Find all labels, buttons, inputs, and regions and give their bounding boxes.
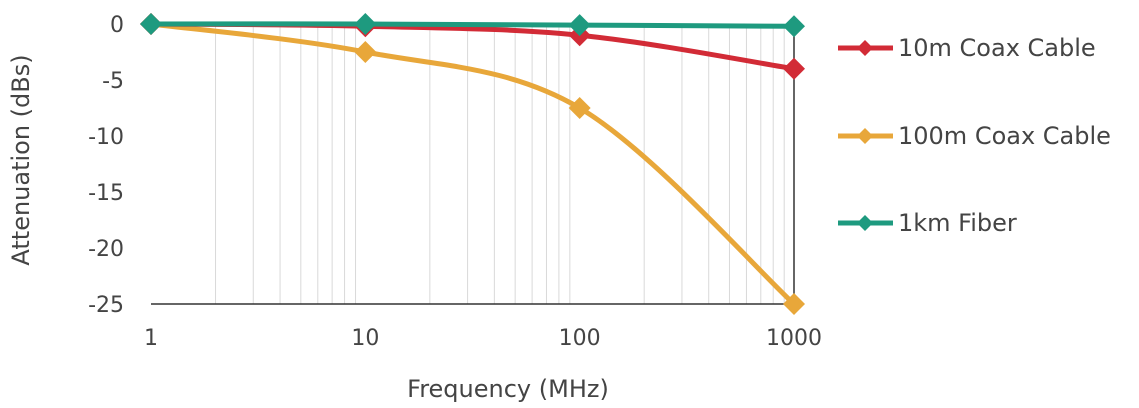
y-tick-label: -25 bbox=[88, 293, 124, 318]
x-tick-label: 10 bbox=[351, 326, 379, 351]
data-point-marker bbox=[354, 13, 377, 35]
data-point-marker bbox=[354, 41, 377, 63]
data-point-marker bbox=[568, 97, 591, 119]
data-point-marker bbox=[568, 14, 591, 37]
y-tick-label: -10 bbox=[88, 125, 124, 150]
data-point-marker bbox=[783, 293, 805, 315]
legend-swatch-marker bbox=[857, 128, 873, 144]
legend-swatch-marker bbox=[857, 40, 873, 56]
legend-label: 10m Coax Cable bbox=[898, 34, 1096, 62]
y-tick-label: 0 bbox=[110, 13, 124, 38]
y-tick-label: -20 bbox=[88, 237, 124, 262]
legend: 10m Coax Cable 100m Coax Cable 1km Fiber bbox=[838, 34, 1111, 237]
x-tick-label: 1 bbox=[144, 326, 158, 351]
data-point-marker bbox=[783, 15, 805, 38]
x-tick-label: 100 bbox=[559, 326, 601, 351]
axes bbox=[151, 24, 795, 305]
legend-swatch-marker bbox=[857, 215, 873, 231]
y-tick-label: -5 bbox=[102, 69, 124, 94]
legend-item: 1km Fiber bbox=[838, 209, 1017, 237]
legend-label: 1km Fiber bbox=[898, 209, 1017, 237]
series-line bbox=[148, 21, 797, 72]
y-tick-label: -15 bbox=[88, 181, 124, 206]
data-point-marker bbox=[140, 13, 162, 35]
x-axis-title: Frequency (MHz) bbox=[407, 375, 609, 403]
gridlines bbox=[215, 24, 785, 304]
series-lines bbox=[140, 13, 805, 315]
legend-item: 100m Coax Cable bbox=[838, 122, 1111, 150]
legend-item: 10m Coax Cable bbox=[838, 34, 1096, 62]
x-tick-labels: 1 10 100 1000 bbox=[144, 326, 822, 351]
series-line bbox=[148, 21, 797, 307]
series-1km-fiber bbox=[140, 13, 805, 38]
legend-label: 100m Coax Cable bbox=[898, 122, 1111, 150]
y-axis-title: Attenuation (dBs) bbox=[7, 54, 35, 265]
x-tick-label: 1000 bbox=[766, 326, 822, 351]
y-tick-labels: 0 -5 -10 -15 -20 -25 bbox=[88, 13, 124, 318]
data-point-marker bbox=[783, 57, 805, 80]
series-line bbox=[148, 21, 797, 29]
series-100m-coax-cable bbox=[140, 13, 805, 315]
